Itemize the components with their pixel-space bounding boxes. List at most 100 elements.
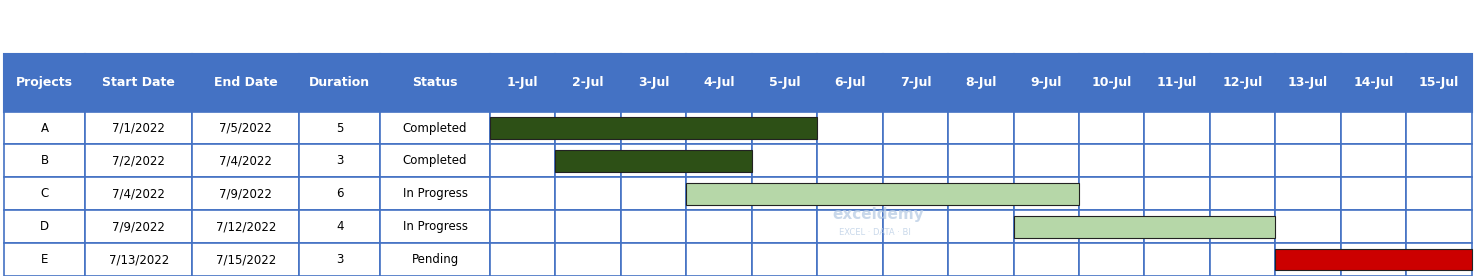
Bar <box>4 112 86 144</box>
Bar <box>1340 112 1407 144</box>
Bar <box>555 177 621 210</box>
Bar <box>379 243 490 276</box>
Bar <box>621 112 686 144</box>
Bar <box>555 112 621 144</box>
Text: 7/4/2022: 7/4/2022 <box>220 154 272 168</box>
Bar <box>1144 54 1210 112</box>
Text: Projects: Projects <box>16 76 74 89</box>
Bar <box>490 210 555 243</box>
Bar <box>555 210 621 243</box>
Bar <box>1340 210 1407 243</box>
Text: A: A <box>41 121 49 134</box>
Bar <box>490 112 555 144</box>
Bar <box>1014 177 1079 210</box>
Text: 7/1/2022: 7/1/2022 <box>112 121 165 134</box>
Bar <box>621 177 686 210</box>
Text: 15-Jul: 15-Jul <box>1418 76 1458 89</box>
Text: 12-Jul: 12-Jul <box>1222 76 1262 89</box>
Text: E: E <box>41 253 49 266</box>
Bar <box>686 177 751 210</box>
Text: 5-Jul: 5-Jul <box>769 76 800 89</box>
Text: Completed: Completed <box>403 154 468 168</box>
Bar <box>1014 216 1275 238</box>
Bar <box>1407 243 1472 276</box>
Text: 7/13/2022: 7/13/2022 <box>109 253 168 266</box>
Text: EXCEL · DATA · BI: EXCEL · DATA · BI <box>840 228 911 237</box>
Bar <box>1144 112 1210 144</box>
Bar <box>1275 144 1340 177</box>
Bar <box>555 54 621 112</box>
Text: Duration: Duration <box>308 76 370 89</box>
Text: 3: 3 <box>337 253 344 266</box>
Bar <box>1275 249 1472 270</box>
Bar <box>1144 210 1210 243</box>
Bar <box>1014 54 1079 112</box>
Bar <box>1210 54 1275 112</box>
Bar <box>1275 112 1340 144</box>
Bar <box>686 112 751 144</box>
Text: 7/9/2022: 7/9/2022 <box>220 187 272 200</box>
Text: Pending: Pending <box>412 253 459 266</box>
Bar <box>1275 54 1340 112</box>
Bar <box>1275 177 1340 210</box>
Text: 9-Jul: 9-Jul <box>1030 76 1061 89</box>
Bar <box>1144 177 1210 210</box>
Bar <box>86 210 192 243</box>
Bar <box>300 210 379 243</box>
Text: In Progress: In Progress <box>403 187 468 200</box>
Bar <box>300 54 379 112</box>
Text: 1-Jul: 1-Jul <box>508 76 539 89</box>
Bar <box>300 112 379 144</box>
Bar <box>1210 112 1275 144</box>
Bar <box>883 54 948 112</box>
Bar <box>1079 243 1144 276</box>
Bar <box>818 243 883 276</box>
Bar <box>948 112 1014 144</box>
Text: D: D <box>40 220 49 233</box>
Bar <box>948 243 1014 276</box>
Bar <box>751 210 818 243</box>
Bar <box>379 210 490 243</box>
Bar <box>4 243 86 276</box>
Bar <box>300 177 379 210</box>
Bar <box>490 243 555 276</box>
Text: C: C <box>41 187 49 200</box>
Text: 7/2/2022: 7/2/2022 <box>112 154 165 168</box>
Bar <box>1340 54 1407 112</box>
Bar <box>1340 144 1407 177</box>
Bar <box>1144 144 1210 177</box>
Bar <box>86 243 192 276</box>
Text: 7/4/2022: 7/4/2022 <box>112 187 165 200</box>
Bar <box>86 54 192 112</box>
Bar <box>192 243 300 276</box>
Text: In Progress: In Progress <box>403 220 468 233</box>
Text: End Date: End Date <box>214 76 277 89</box>
Bar <box>883 112 948 144</box>
Bar <box>1407 112 1472 144</box>
Bar <box>4 210 86 243</box>
Bar <box>1014 112 1079 144</box>
Text: exceldemy: exceldemy <box>832 207 924 222</box>
Text: 3-Jul: 3-Jul <box>638 76 669 89</box>
Bar <box>1079 177 1144 210</box>
Bar <box>379 177 490 210</box>
Bar <box>555 150 751 172</box>
Bar <box>751 177 818 210</box>
Bar <box>379 54 490 112</box>
Bar <box>1407 210 1472 243</box>
Bar <box>555 144 621 177</box>
Bar <box>1079 54 1144 112</box>
Bar <box>192 144 300 177</box>
Bar <box>1210 243 1275 276</box>
Text: Status: Status <box>412 76 458 89</box>
Bar <box>948 144 1014 177</box>
Bar <box>751 243 818 276</box>
Bar <box>192 210 300 243</box>
Bar <box>818 54 883 112</box>
Bar <box>621 54 686 112</box>
Text: 7/12/2022: 7/12/2022 <box>215 220 276 233</box>
Text: 14-Jul: 14-Jul <box>1353 76 1393 89</box>
Bar <box>686 210 751 243</box>
Text: 8-Jul: 8-Jul <box>965 76 996 89</box>
Bar <box>883 144 948 177</box>
